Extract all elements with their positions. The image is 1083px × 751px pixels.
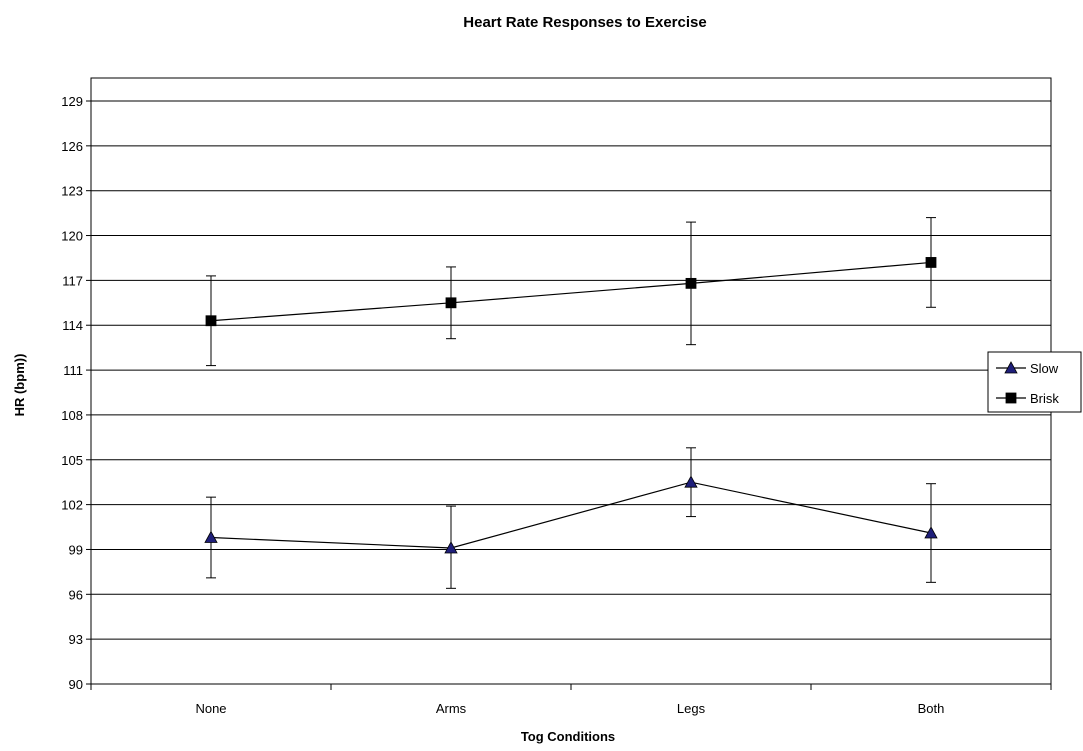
- y-tick-label: 123: [61, 184, 83, 199]
- series-line-slow: [210, 481, 932, 549]
- legend[interactable]: Slow Brisk: [987, 351, 1082, 413]
- y-tick-label: 96: [69, 587, 83, 602]
- y-axis: 90 93 96 99 102 105 108 111 114 117 120 123 126 129: [61, 94, 91, 692]
- legend-label-slow: Slow: [1030, 361, 1059, 376]
- y-tick-label: 114: [62, 318, 83, 333]
- data-point-brisk: [685, 277, 697, 289]
- legend-label-brisk: Brisk: [1030, 391, 1059, 406]
- legend-item-slow[interactable]: Slow: [996, 361, 1059, 376]
- legend-items: Slow Brisk: [996, 361, 1059, 406]
- data-point-slow: [924, 526, 938, 539]
- x-tick-label: Legs: [677, 701, 706, 716]
- data-point-brisk: [445, 297, 457, 309]
- x-tick-label: Both: [918, 701, 945, 716]
- data-point-brisk: [925, 257, 937, 268]
- x-axis: None Arms Legs Both: [90, 684, 1052, 716]
- data-point-brisk: [205, 315, 217, 327]
- x-tick-label: Arms: [436, 701, 467, 716]
- x-tick-label: None: [195, 701, 226, 716]
- gridlines: [91, 100, 1051, 640]
- y-tick-label: 102: [61, 498, 83, 513]
- y-tick-label: 120: [61, 229, 83, 244]
- legend-box: [987, 351, 1082, 413]
- y-tick-label: 93: [69, 632, 83, 647]
- x-axis-title: Tog Conditions: [521, 729, 615, 744]
- data-point-slow: [684, 475, 698, 488]
- y-tick-label: 108: [61, 408, 83, 423]
- y-tick-label: 126: [61, 139, 83, 154]
- y-tick-label: 129: [61, 94, 83, 109]
- legend-marker-slow: [1004, 361, 1018, 374]
- y-axis-title: HR (bpm)): [12, 354, 27, 417]
- data-point-slow: [204, 530, 218, 543]
- legend-item-brisk[interactable]: Brisk: [996, 391, 1059, 406]
- data-point-slow: [444, 541, 458, 554]
- series-brisk: [205, 217, 937, 367]
- series-group: [204, 217, 938, 589]
- y-tick-label: 90: [69, 677, 83, 692]
- legend-marker-brisk: [1005, 392, 1017, 404]
- y-tick-label: 105: [61, 453, 83, 468]
- y-tick-label: 99: [69, 542, 83, 557]
- y-tick-label: 117: [62, 273, 83, 288]
- chart-title: Heart Rate Responses to Exercise: [463, 14, 706, 31]
- plot-area: [90, 77, 1052, 685]
- series-slow: [204, 447, 938, 589]
- series-line-brisk: [210, 261, 932, 322]
- y-tick-label: 111: [63, 363, 83, 378]
